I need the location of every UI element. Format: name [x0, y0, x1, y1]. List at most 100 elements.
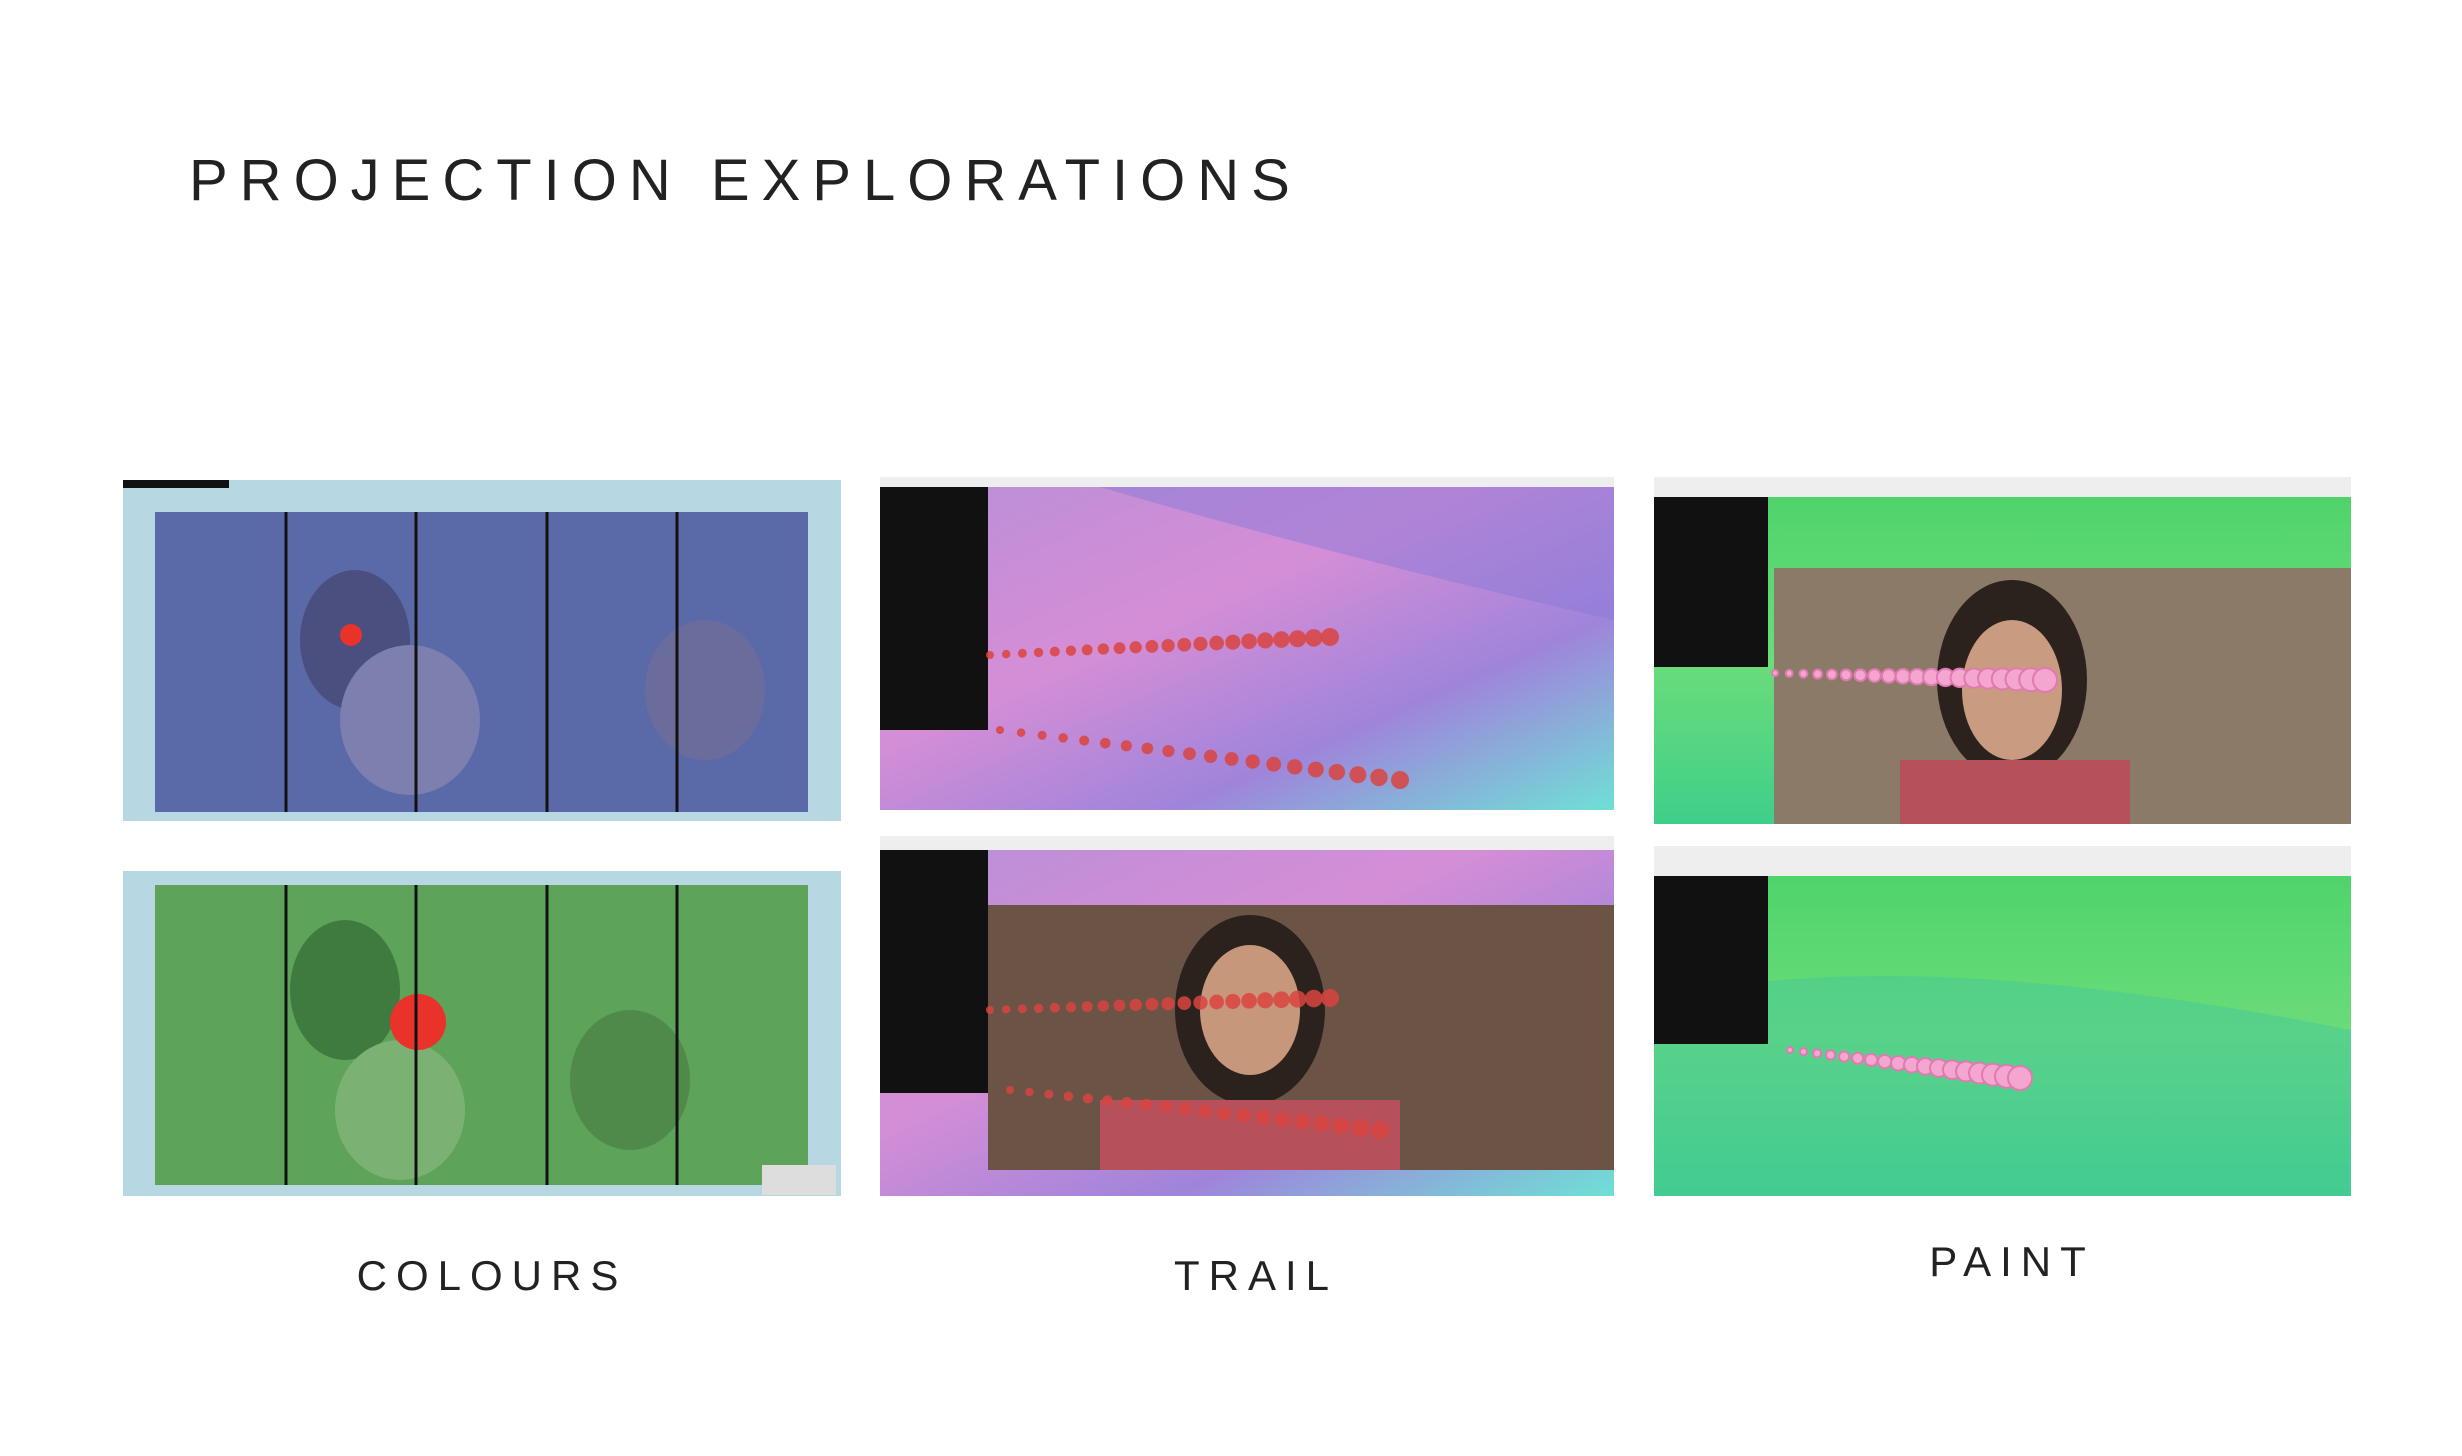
- trail-dot: [1065, 1001, 1077, 1013]
- caption: COLOURS: [357, 1252, 628, 1299]
- trail-dot: [1241, 633, 1257, 650]
- flower: [1867, 668, 1882, 683]
- trail-and-flowers: [986, 628, 2058, 1139]
- trail-dot: [1006, 1086, 1014, 1094]
- trail-dot: [1082, 1093, 1093, 1104]
- trail-dot: [1049, 646, 1060, 657]
- trail-dot: [1255, 1109, 1271, 1125]
- flower: [2032, 667, 2058, 693]
- trail-dot: [1203, 749, 1218, 763]
- trail-dot: [1177, 996, 1192, 1011]
- trail-dot: [1044, 1089, 1054, 1099]
- trail-dot: [1025, 1087, 1034, 1097]
- trail-dot: [1017, 1004, 1027, 1014]
- trail-dot: [1079, 735, 1090, 746]
- flower: [1812, 1048, 1823, 1059]
- trail-dot: [1241, 993, 1257, 1009]
- title: PROJECTION EXPLORATIONS: [189, 148, 1302, 213]
- flower: [1853, 668, 1868, 683]
- trail-dot: [1145, 997, 1159, 1011]
- trail-dot: [1289, 630, 1307, 648]
- trail-dot: [1016, 728, 1026, 737]
- flower: [1812, 668, 1824, 680]
- trail-dot: [1162, 744, 1175, 758]
- trail-dot: [1289, 990, 1307, 1008]
- trail-dot: [1017, 648, 1027, 658]
- trail-dot: [1145, 640, 1159, 653]
- flower: [1864, 1052, 1879, 1068]
- trail-dot: [1257, 992, 1274, 1009]
- trail-dot: [1141, 742, 1154, 755]
- trail-dot: [1120, 740, 1132, 752]
- trail-dot: [1037, 730, 1047, 740]
- trail-dot: [1033, 1003, 1044, 1013]
- caption: PAINT: [1929, 1238, 2095, 1285]
- caption: TRAIL: [1174, 1252, 1338, 1299]
- trail-dot: [1001, 1005, 1011, 1014]
- trail-dot: [1063, 1091, 1074, 1102]
- trail-dot: [1321, 989, 1339, 1007]
- trail-dot: [1033, 647, 1044, 658]
- trail-dot: [1257, 632, 1274, 649]
- trail-dot: [1313, 1115, 1330, 1132]
- trail-dot: [1113, 642, 1126, 655]
- trail-dot: [1328, 763, 1346, 781]
- paint-screenshot-bottom: [1654, 846, 2351, 1196]
- trail-dot: [1273, 991, 1290, 1008]
- flower: [1838, 1050, 1851, 1063]
- trail-dot: [1058, 733, 1068, 743]
- flower: [1851, 1051, 1865, 1065]
- trail-dot: [1065, 645, 1077, 656]
- trail-dot: [1081, 644, 1093, 656]
- trail-dot: [1140, 1098, 1153, 1111]
- flower: [1880, 668, 1897, 684]
- trail-dot: [1294, 1113, 1311, 1130]
- trail-dot: [1209, 635, 1224, 651]
- trail-dot: [1209, 994, 1224, 1010]
- trail-dot: [1217, 1106, 1232, 1121]
- trail-dot: [1273, 631, 1290, 648]
- trail-dot: [1161, 638, 1175, 653]
- trail-dot: [1371, 1121, 1389, 1139]
- trail-dot: [1351, 1119, 1370, 1137]
- trail-screenshot-bottom: [880, 836, 1614, 1196]
- trail-dot: [986, 1006, 994, 1014]
- trail-dot: [1287, 759, 1303, 775]
- trail-dot: [1102, 1095, 1113, 1106]
- trail-dot: [1305, 989, 1323, 1008]
- trail-dot: [1161, 997, 1175, 1011]
- paint-screenshot-top: [1654, 477, 2351, 824]
- trail-dot: [1307, 761, 1324, 778]
- flower: [1771, 669, 1779, 677]
- trail-dot: [1321, 628, 1339, 646]
- flower: [2007, 1065, 2033, 1091]
- trail-dot: [996, 726, 1004, 734]
- trail-dot: [1193, 636, 1208, 651]
- trail-dot: [1198, 1104, 1212, 1118]
- projection-lines: [284, 512, 679, 1185]
- trail-dot: [1177, 637, 1192, 652]
- trail-dot: [1121, 1097, 1133, 1109]
- trail-dot: [1001, 649, 1011, 659]
- trail-dot: [1129, 998, 1142, 1011]
- trail-dot: [1274, 1111, 1291, 1128]
- trail-dot: [1099, 737, 1111, 749]
- trail-dot: [1097, 643, 1110, 655]
- flower: [1799, 1047, 1809, 1057]
- flower: [1894, 668, 1912, 685]
- trail-dot: [1225, 993, 1241, 1010]
- trail-dot: [1113, 999, 1126, 1012]
- trail-dot: [1224, 752, 1239, 766]
- trail-dot: [1305, 629, 1323, 647]
- trail-dot: [1178, 1102, 1192, 1116]
- trail-dot: [1183, 747, 1196, 761]
- trail-dot: [1225, 634, 1241, 650]
- flower: [1784, 668, 1794, 678]
- colours-screenshot-top: [123, 480, 841, 821]
- trail-dot: [1391, 771, 1409, 789]
- trail-dot: [1159, 1100, 1172, 1113]
- trail-dot: [1370, 768, 1388, 787]
- trail-dot: [1332, 1117, 1350, 1135]
